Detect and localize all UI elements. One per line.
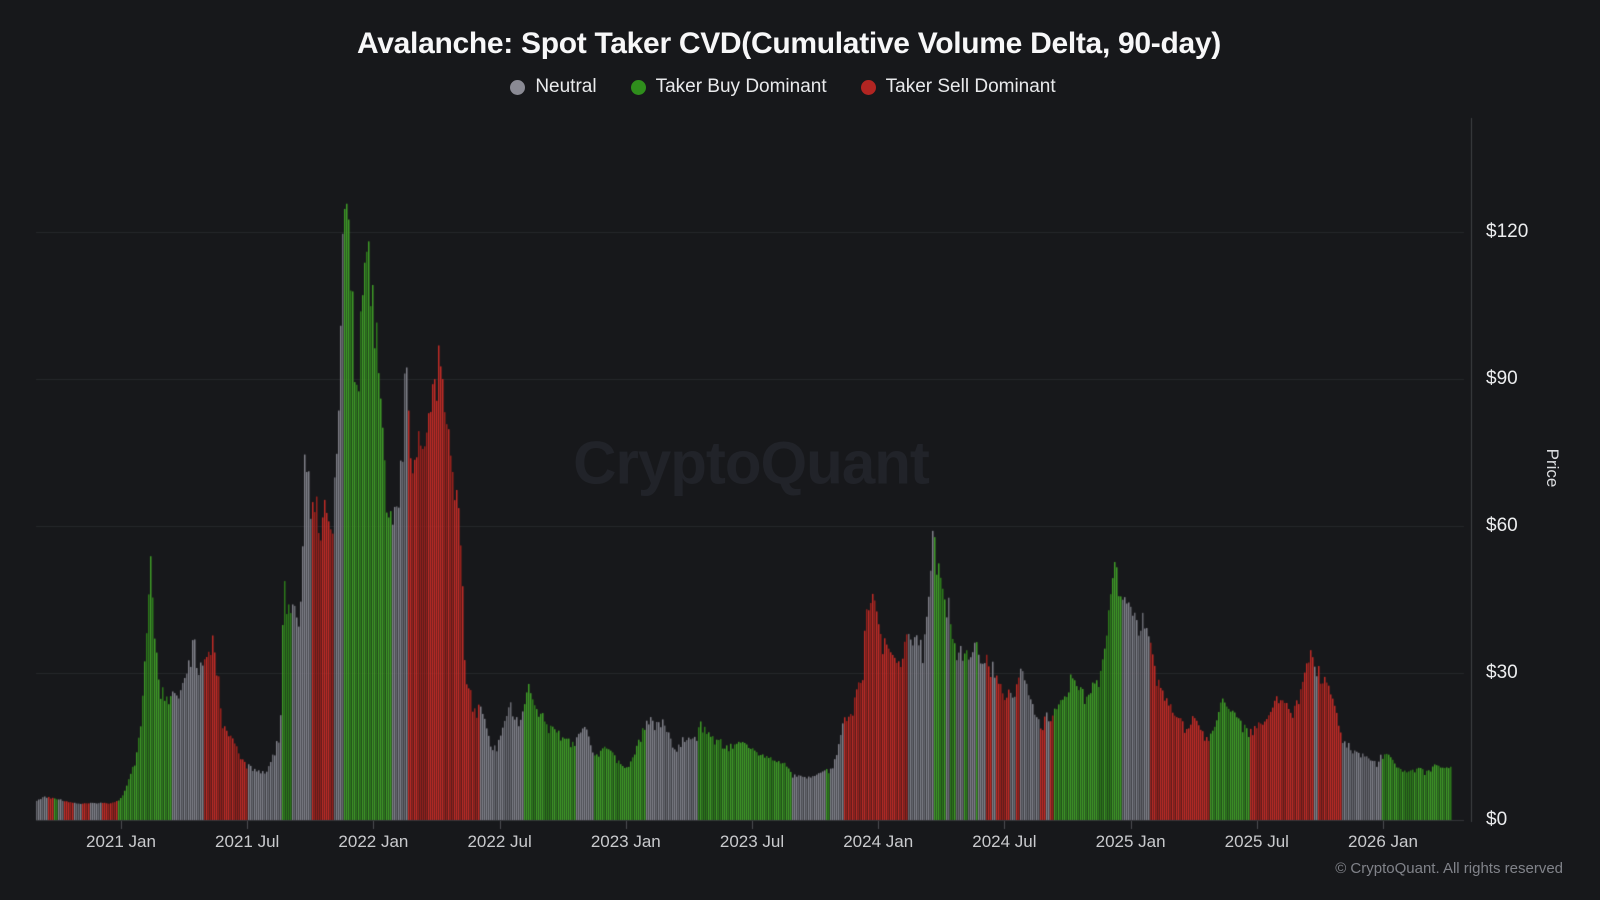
y-axis-tick-label: $120	[1486, 221, 1529, 242]
x-axis-tick-label: 2022 Jul	[467, 832, 532, 851]
x-axis-tick-label: 2024 Jan	[843, 832, 914, 851]
y-axis-tick-label: $60	[1486, 515, 1518, 536]
x-axis-tick-label: 2025 Jul	[1224, 832, 1289, 851]
buy-dot-icon	[630, 79, 646, 95]
x-axis-tick-label: 2022 Jan	[338, 832, 409, 851]
x-axis-tick-label: 2021 Jul	[215, 832, 280, 851]
copyright-notice: © CryptoQuant. All rights reserved	[1335, 860, 1563, 877]
legend-label: Taker Sell Dominant	[885, 76, 1056, 97]
legend-label: Taker Buy Dominant	[655, 76, 827, 97]
y-axis-title: Price	[1543, 448, 1562, 488]
x-axis-tick-label: 2026 Jan	[1348, 832, 1418, 851]
sell-dot-icon	[860, 79, 876, 95]
x-axis-tick-label: 2024 Jul	[972, 832, 1037, 851]
y-axis-tick-label: $0	[1486, 809, 1508, 830]
x-axis-tick-label: 2025 Jan	[1095, 832, 1166, 851]
y-axis-tick-label: $90	[1486, 368, 1518, 389]
x-axis-tick-label: 2023 Jul	[719, 832, 785, 851]
neutral-dot-icon	[510, 79, 526, 95]
legend-item-taker-buy-dominant[interactable]: Taker Buy Dominant	[630, 76, 827, 98]
x-axis-tick-label: 2021 Jan	[86, 832, 156, 851]
x-axis-tick-label: 2023 Jan	[590, 832, 661, 851]
legend-item-taker-sell-dominant[interactable]: Taker Sell Dominant	[860, 76, 1056, 98]
page-title: Avalanche: Spot Taker CVD(Cumulative Vol…	[357, 27, 1221, 60]
y-axis-tick-label: $30	[1486, 662, 1518, 683]
legend-label: Neutral	[535, 76, 597, 97]
chart-legend: Neutral Taker Buy Dominant Taker Sell Do…	[0, 76, 1566, 98]
legend-item-neutral[interactable]: Neutral	[510, 76, 597, 98]
